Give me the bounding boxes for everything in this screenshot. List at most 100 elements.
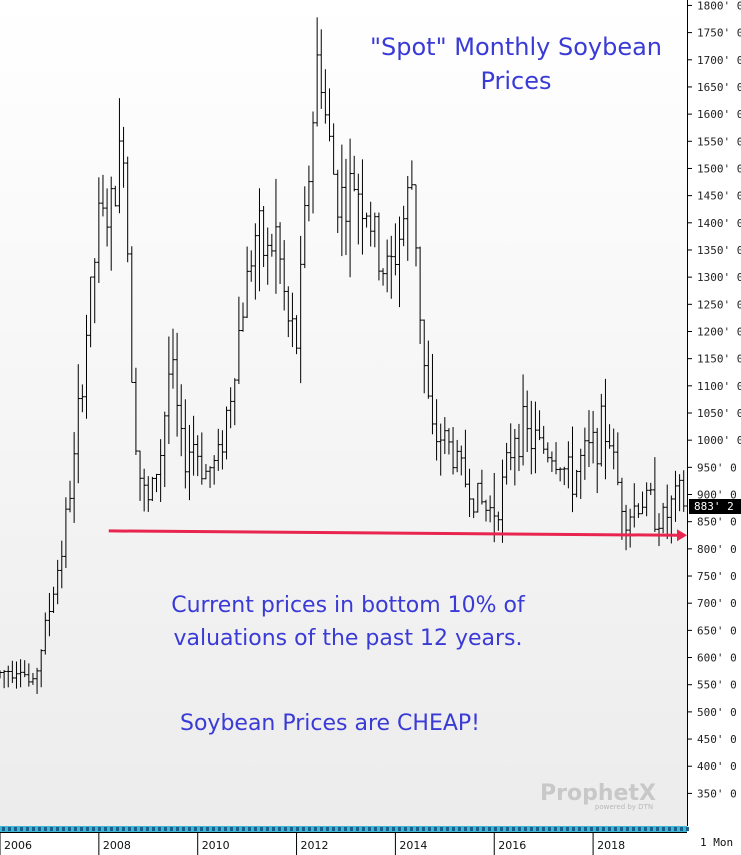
time-strip-cell — [62, 827, 65, 831]
time-strip-cell — [272, 827, 275, 831]
watermark-brand: ProphetX — [540, 781, 656, 806]
time-strip-cell — [398, 827, 401, 831]
time-strip-cell — [662, 827, 665, 831]
time-strip-cell — [680, 827, 683, 831]
y-tick-label: 850' 0 — [697, 516, 737, 529]
time-strip-cell — [230, 827, 233, 831]
time-strip-cell — [530, 827, 533, 831]
time-strip-cell — [488, 827, 491, 831]
time-strip-cell — [674, 827, 677, 831]
x-tick-label: 2012 — [301, 839, 329, 852]
time-strip-cell — [374, 827, 377, 831]
time-strip-cell — [308, 827, 311, 831]
x-tick-label: 2008 — [103, 839, 131, 852]
y-tick-label: 1200' 0 — [697, 325, 741, 338]
time-strip-cell — [14, 827, 17, 831]
time-strip-cell — [614, 827, 617, 831]
time-strip-cell — [428, 827, 431, 831]
time-strip-cell — [386, 827, 389, 831]
y-tick-label: 1300' 0 — [697, 271, 741, 284]
time-strip-cell — [410, 827, 413, 831]
time-strip-cell — [212, 827, 215, 831]
time-strip-cell — [602, 827, 605, 831]
time-strip-cell — [476, 827, 479, 831]
x-tick-label: 2006 — [4, 839, 32, 852]
y-tick-label: 1150' 0 — [697, 353, 741, 366]
annotation-cheap: Soybean Prices are CHEAP! — [180, 711, 480, 736]
period-label: 1 Mon — [700, 836, 733, 849]
time-strip-cell — [68, 827, 71, 831]
time-strip-cell — [38, 827, 41, 831]
time-strip-cell — [440, 827, 443, 831]
y-tick-label: 1800' 0 — [697, 0, 741, 12]
time-strip-cell — [536, 827, 539, 831]
y-tick-label: 450' 0 — [697, 733, 737, 746]
time-strip-cell — [302, 827, 305, 831]
x-tick-label: 2014 — [399, 839, 427, 852]
time-strip-cell — [152, 827, 155, 831]
y-tick-label: 1700' 0 — [697, 54, 741, 67]
time-strip-cell — [482, 827, 485, 831]
y-tick-label: 1600' 0 — [697, 108, 741, 121]
time-strip-cell — [332, 827, 335, 831]
time-strip-cell — [338, 827, 341, 831]
time-strip-cell — [170, 827, 173, 831]
time-strip-cell — [446, 827, 449, 831]
time-strip-cell — [182, 827, 185, 831]
time-strip-cell — [164, 827, 167, 831]
y-axis-ticks: 350' 0 400' 0 450' 0 500' 0 550' 0 600' 0 650'… — [687, 0, 741, 800]
time-strip-cell — [254, 827, 257, 831]
y-tick-label: 1100' 0 — [697, 380, 741, 393]
time-strip-cell — [314, 827, 317, 831]
time-strip-cell — [350, 827, 353, 831]
time-strip-cell — [110, 827, 113, 831]
time-strip-cell — [578, 827, 581, 831]
time-strip-cell — [236, 827, 239, 831]
time-strip-cell — [248, 827, 251, 831]
time-strip-cell — [92, 827, 95, 831]
time-strip-cell — [194, 827, 197, 831]
time-strip-cell — [638, 827, 641, 831]
time-strip-cell — [158, 827, 161, 831]
time-strip-cell — [56, 827, 59, 831]
last-price-box — [689, 499, 741, 514]
y-tick-label: 600' 0 — [697, 652, 737, 665]
time-strip-cell — [356, 827, 359, 831]
time-strip-cell — [26, 827, 29, 831]
x-tick-label: 2010 — [202, 839, 230, 852]
time-strip-cell — [668, 827, 671, 831]
time-strip-cell — [80, 827, 83, 831]
time-strip-cell — [452, 827, 455, 831]
time-strip-cell — [74, 827, 77, 831]
time-strip-cell — [590, 827, 593, 831]
time-strip-cell — [404, 827, 407, 831]
time-strip-cell — [284, 827, 287, 831]
time-strip-cell — [506, 827, 509, 831]
chart-title-line-2: Prices — [480, 67, 551, 95]
time-strip-cell — [44, 827, 47, 831]
y-tick-label: 1400' 0 — [697, 217, 741, 230]
time-strip-cell — [146, 827, 149, 831]
y-tick-label: 900' 0 — [697, 489, 737, 502]
time-strip-cell — [686, 827, 689, 831]
time-strip-cell — [134, 827, 137, 831]
y-tick-label: 1250' 0 — [697, 298, 741, 311]
time-strip-cell — [512, 827, 515, 831]
time-strip-cell — [98, 827, 101, 831]
time-strip-cell — [566, 827, 569, 831]
time-strip-cell — [470, 827, 473, 831]
time-strip-cell — [86, 827, 89, 831]
time-strip-cell — [116, 827, 119, 831]
y-tick-label: 550' 0 — [697, 679, 737, 692]
time-strip-cell — [620, 827, 623, 831]
time-strip-cell — [596, 827, 599, 831]
y-tick-label: 950' 0 — [697, 461, 737, 474]
y-tick-label: 1550' 0 — [697, 135, 741, 148]
time-strip-cell — [290, 827, 293, 831]
y-tick-label: 1350' 0 — [697, 244, 741, 257]
time-strip-cell — [650, 827, 653, 831]
time-strip-cell — [644, 827, 647, 831]
y-tick-label: 400' 0 — [697, 760, 737, 773]
time-strip-cell — [458, 827, 461, 831]
chart-title-line-1: "Spot" Monthly Soybean — [370, 33, 662, 61]
